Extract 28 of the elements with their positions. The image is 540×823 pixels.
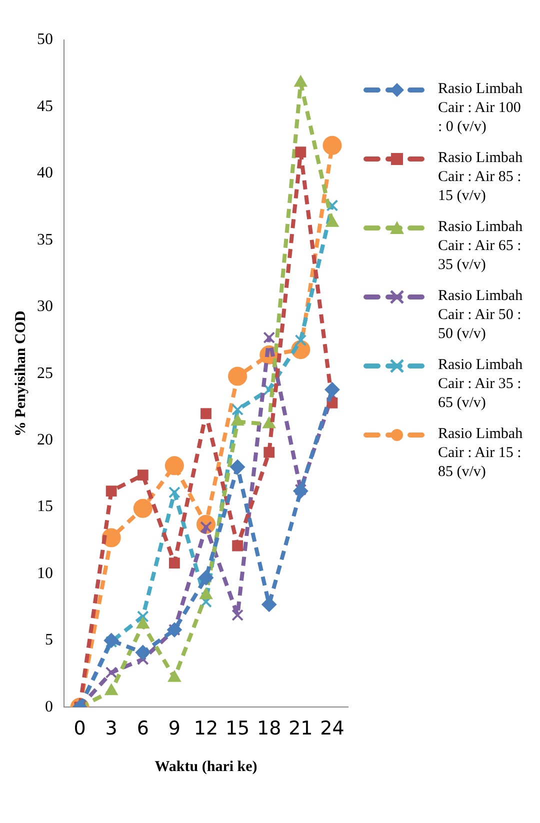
y-tick-label: 40 (37, 164, 53, 182)
y-tick-label: 35 (37, 231, 53, 248)
y-tick-label: 45 (37, 98, 53, 115)
x-tick-label: 12 (194, 718, 218, 740)
x-axis-title: Waktu (hari ke) (154, 758, 258, 775)
x-tick-label: 9 (168, 718, 180, 740)
y-tick-label: 50 (37, 31, 53, 48)
y-tick-label: 30 (37, 298, 53, 316)
x-tick-label: 0 (74, 718, 86, 740)
legend-label: Rasio Limbah Cair : Air 85 : 15 (v/v) (438, 149, 524, 206)
x-tick-label: 18 (257, 718, 282, 740)
y-tick-label: 25 (37, 364, 53, 382)
x-tick-label: 6 (136, 718, 149, 740)
legend-label: Rasio Limbah Cair : Air 15 : 85 (v/v) (438, 425, 524, 482)
y-tick-label: 0 (45, 698, 53, 716)
legend-label: Rasio Limbah Cair : Air 100 : 0 (v/v) (438, 80, 524, 137)
legend-label: Rasio Limbah Cair : Air 35 : 65 (v/v) (438, 356, 524, 413)
y-tick-label: 5 (45, 632, 53, 649)
y-axis-title: % Penyisihan COD (12, 310, 29, 437)
x-tick-label: 21 (288, 718, 313, 740)
x-tick-label: 3 (105, 718, 118, 740)
y-tick-label: 15 (37, 498, 53, 516)
y-tick-label: 20 (37, 432, 53, 449)
x-tick-label: 24 (320, 718, 344, 740)
y-tick-label: 10 (37, 564, 53, 582)
legend-label: Rasio Limbah Cair : Air 50 : 50 (v/v) (438, 287, 524, 344)
legend-label: Rasio Limbah Cair : Air 65 : 35 (v/v) (438, 218, 524, 275)
x-tick-label: 15 (225, 718, 250, 740)
